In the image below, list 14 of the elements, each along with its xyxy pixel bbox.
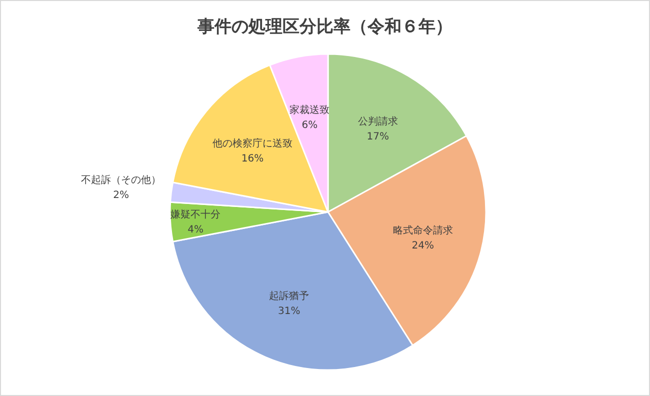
slice-label: 不起訴（その他） xyxy=(81,174,162,186)
data-label: 24% xyxy=(412,240,434,252)
data-label: 17% xyxy=(366,132,389,143)
slice-label: 他の検察庁に送致 xyxy=(212,138,293,150)
data-label: 31% xyxy=(278,306,300,317)
slice-label: 公判請求 xyxy=(358,116,398,128)
chart-title: 事件の処理区分比率（令和６年） xyxy=(196,17,452,37)
data-label: 6% xyxy=(302,120,318,131)
data-label: 4% xyxy=(188,224,204,236)
slice-label: 略式命令請求 xyxy=(392,224,453,236)
slice-label: 家裁送致 xyxy=(290,104,330,116)
slice-label: 起訴猶予 xyxy=(269,290,310,302)
data-label: 2% xyxy=(113,190,130,201)
data-label: 16% xyxy=(241,154,264,165)
